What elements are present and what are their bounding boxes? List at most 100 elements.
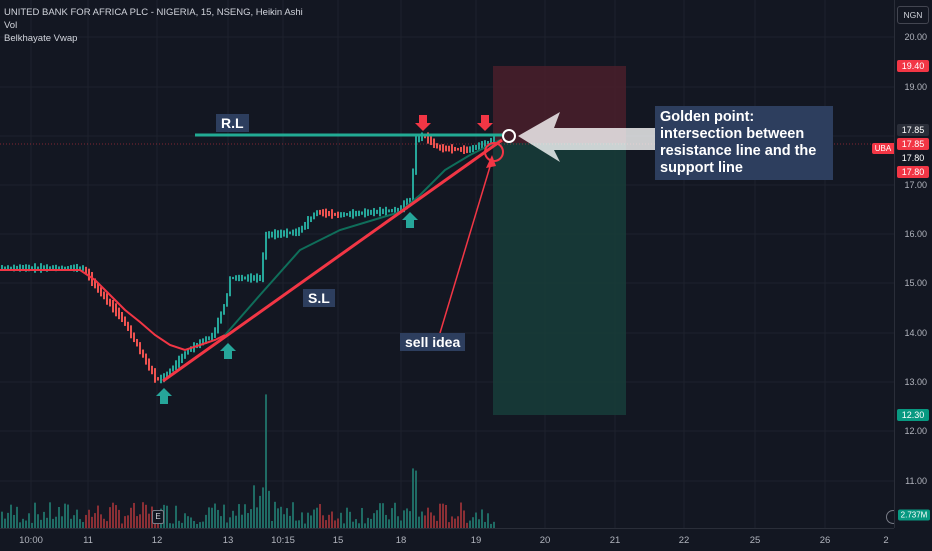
volume-bar xyxy=(346,507,348,528)
currency-button[interactable]: NGN xyxy=(897,6,929,24)
price-label: 16.00 xyxy=(904,229,927,239)
candle xyxy=(64,266,66,270)
candle xyxy=(109,298,111,307)
volume-bar xyxy=(490,523,492,528)
candle xyxy=(490,137,492,145)
candle xyxy=(178,355,180,368)
volume-bar xyxy=(37,514,39,528)
candle xyxy=(199,339,201,349)
candle xyxy=(73,264,75,272)
price-axis[interactable]: 20.00 19.00 17.00 16.00 15.00 14.00 13.0… xyxy=(894,0,932,528)
volume-bar xyxy=(412,468,414,528)
legend-volume[interactable]: Vol xyxy=(4,20,18,31)
candle xyxy=(478,142,480,151)
volume-bar xyxy=(40,519,42,528)
legend-symbol[interactable]: UNITED BANK FOR AFRICA PLC - NIGERIA, 15… xyxy=(4,7,303,18)
golden-note-line3: resistance line and the xyxy=(660,143,817,159)
volume-bar xyxy=(235,515,237,528)
golden-note-line4: support line xyxy=(660,160,743,176)
volume-bar xyxy=(238,504,240,528)
volume-bar xyxy=(46,517,48,528)
candle xyxy=(355,210,357,217)
volume-bar xyxy=(187,516,189,528)
volume-bar xyxy=(82,522,84,528)
time-label: 13 xyxy=(222,535,234,546)
volume-bar xyxy=(115,505,117,528)
earnings-badge[interactable]: E xyxy=(152,510,164,524)
candle xyxy=(457,147,459,151)
candle xyxy=(397,207,399,213)
candle xyxy=(274,229,276,240)
volume-bar xyxy=(259,495,261,528)
candle xyxy=(469,146,471,153)
volume-bar xyxy=(97,505,99,528)
candle xyxy=(310,216,312,223)
candle xyxy=(259,275,261,281)
volume-bar xyxy=(16,506,18,528)
candle xyxy=(43,265,45,271)
volume-bar xyxy=(463,510,465,528)
volume-bar xyxy=(34,502,36,528)
candle xyxy=(160,374,162,384)
candle xyxy=(445,145,447,152)
time-label: 25 xyxy=(749,535,761,546)
volume-bar xyxy=(373,513,375,528)
chart-canvas[interactable] xyxy=(0,0,894,528)
volume-bar xyxy=(328,514,330,528)
candle xyxy=(10,266,12,270)
candle xyxy=(487,140,489,145)
volume-bar xyxy=(481,509,483,528)
candle xyxy=(373,208,375,217)
volume-bar xyxy=(73,515,75,528)
volume-bar xyxy=(433,515,435,528)
candle xyxy=(427,132,429,144)
candle xyxy=(241,274,243,282)
candle xyxy=(256,273,258,283)
volume-bar xyxy=(334,520,336,528)
volume-bar xyxy=(292,502,294,528)
candle xyxy=(40,263,42,273)
golden-note-line2: intersection between xyxy=(660,126,805,142)
candle xyxy=(382,208,384,215)
volume-bar xyxy=(283,514,285,528)
volume-bar xyxy=(418,516,420,528)
candle xyxy=(340,212,342,218)
candle xyxy=(58,266,60,270)
candle xyxy=(118,307,120,320)
volume-bar xyxy=(130,507,132,528)
candle xyxy=(28,264,30,272)
volume-bar xyxy=(10,504,12,528)
symbol-price-tag: UBA xyxy=(872,143,894,154)
candle xyxy=(172,365,174,372)
price-tag-stop: 19.40 xyxy=(897,60,929,72)
golden-note-line1: Golden point: xyxy=(660,109,755,125)
candle xyxy=(25,264,27,272)
time-axis[interactable]: 10:00 11 12 13 10:15 15 18 19 20 21 22 2… xyxy=(0,528,894,551)
volume-bar xyxy=(70,518,72,528)
support-line[interactable] xyxy=(162,138,503,383)
volume-bar xyxy=(199,522,201,528)
volume-bar xyxy=(295,520,297,528)
volume-bar xyxy=(214,503,216,528)
price-tag-entry-red: 17.80 xyxy=(897,166,929,178)
candle xyxy=(55,264,57,272)
candle xyxy=(349,211,351,218)
candle xyxy=(184,351,186,359)
candle xyxy=(82,265,84,271)
candle xyxy=(406,198,408,210)
legend-indicator[interactable]: Belkhayate Vwap xyxy=(4,33,78,44)
volume-bar xyxy=(262,487,264,528)
volume-bar xyxy=(55,516,57,528)
volume-bar xyxy=(58,506,60,528)
volume-bar xyxy=(352,521,354,528)
candle xyxy=(19,264,21,272)
volume-bar xyxy=(451,516,453,528)
candle xyxy=(226,293,228,307)
chart-area[interactable]: UNITED BANK FOR AFRICA PLC - NIGERIA, 15… xyxy=(0,0,900,528)
take-profit-zone[interactable] xyxy=(493,143,626,415)
candle xyxy=(430,136,432,146)
volume-bar xyxy=(181,522,183,528)
volume-bar xyxy=(397,516,399,528)
candle xyxy=(46,264,48,272)
candle xyxy=(169,368,171,376)
